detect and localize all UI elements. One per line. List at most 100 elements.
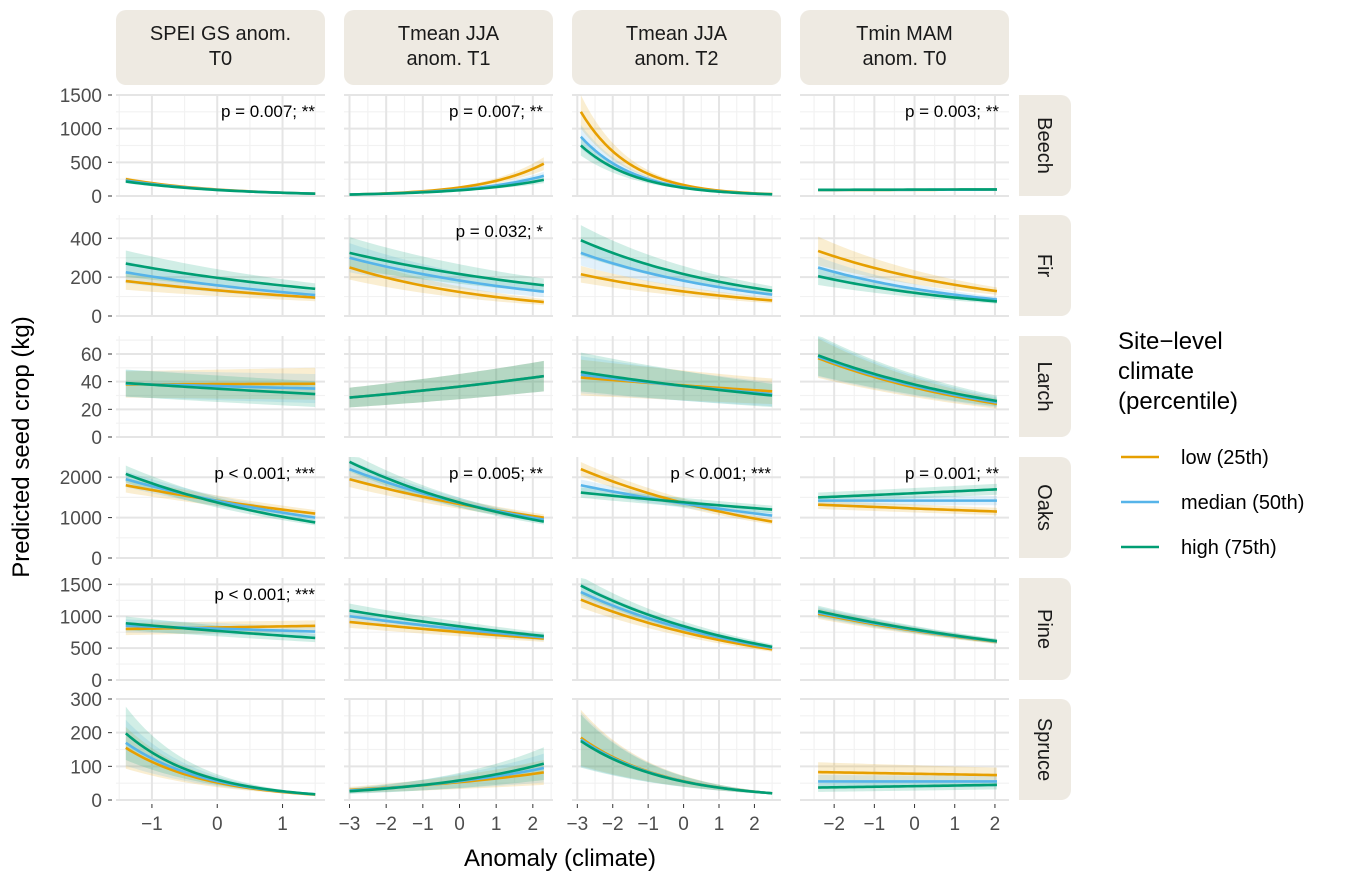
legend-label-high: high (75th) — [1181, 537, 1277, 559]
x-tick-label: 0 — [454, 814, 465, 835]
panel-fir-0 — [116, 215, 325, 317]
series-line-median — [817, 355, 998, 404]
column-strip-label: SPEI GS anom. T0 — [150, 23, 291, 70]
panel-pine-0 — [116, 578, 325, 681]
series-line-low — [125, 177, 316, 195]
x-tick-label: 2 — [990, 814, 1001, 835]
row-strip-label: Larch — [1033, 361, 1055, 411]
panel-larch-1 — [344, 336, 553, 438]
series-line-median — [125, 477, 316, 519]
panel-oaks-3 — [800, 457, 1009, 559]
series-line-high — [580, 584, 773, 649]
panel-pine-3 — [800, 578, 1009, 681]
legend: Site−level climate (percentile) low (25th) m… — [1118, 328, 1304, 559]
row-strip-label: Oaks — [1033, 484, 1055, 531]
panel-spruce-0 — [116, 698, 325, 801]
panel-beech-1 — [344, 94, 553, 197]
p-value-annotation: p < 0.001; *** — [670, 464, 771, 483]
p-value-annotation: p = 0.003; ** — [905, 102, 999, 121]
series-line-low — [125, 279, 316, 299]
series-line-high — [817, 274, 998, 303]
row-strip-bg-rounded — [1019, 578, 1071, 680]
panel-beech-2 — [572, 94, 781, 197]
series-line-high — [580, 370, 773, 397]
p-value-annotation: p < 0.001; *** — [214, 585, 315, 604]
panel-beech-0 — [116, 94, 325, 197]
series-line-high — [125, 472, 316, 524]
y-tick-label: 2000 — [60, 468, 102, 489]
ci-band-low — [349, 157, 544, 195]
p-value-annotation: p = 0.001; ** — [905, 464, 999, 483]
x-tick-label: 2 — [528, 814, 539, 835]
column-strip-bg — [344, 10, 553, 85]
ci-band-low — [125, 726, 316, 796]
x-tick-label: −3 — [339, 814, 361, 835]
p-value-annotation: p = 0.032; * — [456, 222, 544, 241]
y-tick-label: 1500 — [60, 575, 102, 596]
row-strip-bg-rounded — [1019, 215, 1071, 316]
ci-band-high — [349, 360, 544, 408]
panel-spruce-1 — [344, 698, 553, 801]
row-strip-label: Spruce — [1033, 718, 1055, 781]
p-value-annotation: p = 0.007; ** — [449, 102, 543, 121]
ci-band-low — [818, 236, 997, 295]
ci-band-median — [349, 460, 544, 523]
ci-band-low — [818, 338, 997, 409]
series-line-high — [348, 460, 545, 523]
series-line-median — [349, 614, 544, 639]
series-line-high — [580, 239, 773, 293]
series-line-low — [818, 503, 997, 513]
x-tick-label: 0 — [678, 814, 689, 835]
ci-band-high — [580, 352, 773, 408]
y-tick-label: 500 — [70, 153, 102, 174]
panel-beech-3 — [800, 94, 1009, 197]
ci-band-median — [349, 753, 544, 794]
ci-band-median — [349, 243, 544, 298]
series-line-high — [125, 262, 316, 291]
row-strip-label: Fir — [1033, 254, 1055, 278]
y-tick-label: 0 — [91, 428, 102, 449]
y-tick-label: 1000 — [60, 607, 102, 628]
series-line-high — [349, 762, 545, 793]
y-tick-label: 300 — [70, 690, 102, 711]
x-tick-label: −2 — [602, 814, 624, 835]
x-tick-label: −2 — [375, 814, 397, 835]
y-tick-label: 200 — [70, 724, 102, 745]
y-tick-label: 0 — [91, 307, 102, 328]
series-line-high — [349, 609, 544, 638]
panel-fir-2 — [572, 215, 781, 317]
p-value-annotation: p = 0.007; ** — [221, 102, 315, 121]
series-line-high — [818, 783, 997, 789]
series-line-low — [818, 770, 997, 777]
y-axes: 0500100015000200400020406001000200005001… — [60, 86, 112, 812]
row-strip-bg-rounded — [1019, 95, 1071, 196]
ci-band-low — [580, 709, 773, 795]
x-tick-label: 1 — [949, 814, 960, 835]
x-tick-label: 1 — [714, 814, 725, 835]
y-tick-label: 400 — [70, 229, 102, 250]
series-line-median — [349, 256, 544, 294]
series-line-high — [124, 732, 316, 796]
panel-fir-1 — [344, 215, 553, 317]
series-line-high — [817, 609, 998, 643]
series-line-high — [125, 381, 316, 396]
panel-pine-1 — [344, 578, 553, 681]
y-tick-label: 1000 — [60, 120, 102, 141]
column-strip-label: Tmean JJA anom. T2 — [626, 23, 728, 70]
p-value-annotation: p < 0.001; *** — [214, 464, 315, 483]
column-strip-label: Tmean JJA anom. T1 — [398, 23, 500, 70]
y-tick-label: 0 — [91, 671, 102, 692]
y-axis-label: Predicted seed crop (kg) — [8, 316, 35, 577]
x-axes: −1 0 1 −3 −2 −1 0 1 2 −3 −2 −1 0 1 2 −2 −1 0 1 2 — [141, 804, 1000, 835]
y-tick-label: 1500 — [60, 86, 102, 107]
series-line-high — [349, 374, 545, 399]
row-strips: Beech Fir Larch Oaks Pine Spruce — [1019, 95, 1071, 800]
x-tick-label: 0 — [909, 814, 920, 835]
series-line-high — [818, 488, 998, 499]
ci-band-high — [580, 714, 773, 795]
ci-band-high — [580, 225, 773, 296]
x-tick-label: −1 — [637, 814, 659, 835]
series-line-low — [817, 249, 998, 293]
ci-band-median — [580, 712, 773, 795]
row-strip-label: Beech — [1033, 117, 1055, 174]
